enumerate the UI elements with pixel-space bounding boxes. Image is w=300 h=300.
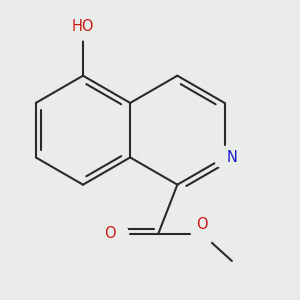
Text: N: N [226, 150, 237, 165]
Text: HO: HO [72, 19, 94, 34]
Text: O: O [196, 218, 208, 232]
Text: O: O [104, 226, 116, 241]
